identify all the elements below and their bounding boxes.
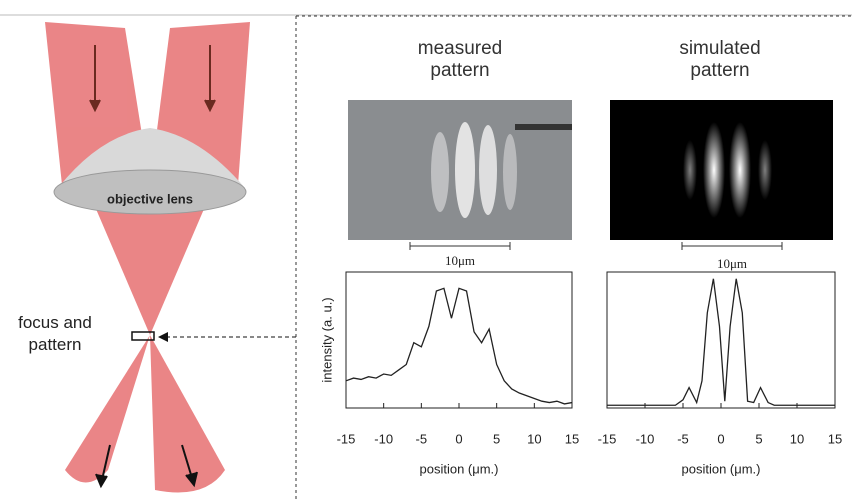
y-axis-label: intensity (a. u.) <box>319 297 334 382</box>
x-tick-label: -15 <box>337 431 356 446</box>
x-tick-label: 0 <box>717 431 724 446</box>
x-tick-label: 15 <box>828 431 842 446</box>
x-tick-label: 0 <box>455 431 462 446</box>
x-tick-label: -5 <box>677 431 689 446</box>
focus-pointer-head <box>158 332 168 342</box>
focus-label: focus and pattern <box>0 312 110 356</box>
x-tick-label: -5 <box>416 431 428 446</box>
panel-border <box>296 16 852 500</box>
scale-bar-label: 10μm <box>445 253 475 268</box>
panel-title: simulated pattern <box>660 38 780 82</box>
x-axis-label: position (μm.) <box>681 461 760 476</box>
x-tick-label: -10 <box>636 431 655 446</box>
panel-title: measured pattern <box>400 38 520 82</box>
plot-frame <box>346 272 572 408</box>
figure: objective lens 10μm 10μm -15 -10 -5 0 5 10 15 p… <box>0 0 852 500</box>
x-tick-label: -15 <box>598 431 617 446</box>
scale-bar-label: 10μm <box>717 256 747 271</box>
x-tick-label: 10 <box>527 431 541 446</box>
x-tick-label: 5 <box>755 431 762 446</box>
tip <box>515 124 572 130</box>
scale-bars <box>410 242 782 250</box>
x-axis-label: position (μm.) <box>419 461 498 476</box>
data-line <box>346 288 572 404</box>
data-line <box>607 279 835 405</box>
lens-label: objective lens <box>107 191 193 206</box>
x-tick-label: 10 <box>790 431 804 446</box>
x-tick-label: -10 <box>374 431 393 446</box>
x-tick-label: 15 <box>565 431 579 446</box>
beams <box>45 22 250 493</box>
x-tick-label: 5 <box>493 431 500 446</box>
